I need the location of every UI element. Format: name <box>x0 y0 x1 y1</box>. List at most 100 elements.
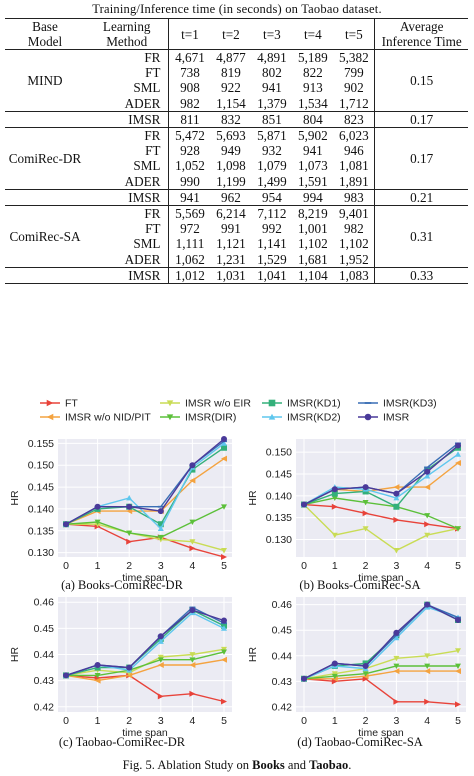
y-axis-label: HR <box>247 647 259 663</box>
legend-marker <box>166 414 174 421</box>
y-tick-label: 0.44 <box>272 650 293 662</box>
value-cell: 1,121 <box>216 236 246 252</box>
data-point <box>221 444 227 451</box>
x-tick-label: 1 <box>95 560 101 572</box>
series-line <box>303 603 459 680</box>
data-point <box>331 503 338 510</box>
data-point <box>157 693 164 700</box>
x-tick-label: 3 <box>158 560 164 572</box>
legend-item: IMSR <box>358 412 410 424</box>
x-tick-label: 1 <box>332 715 338 727</box>
data-point <box>424 513 431 519</box>
data-point <box>221 698 227 705</box>
data-point <box>221 625 227 631</box>
value-cell: 1,081 <box>339 158 369 174</box>
legend-label: IMSR w/o EIR <box>185 398 251 410</box>
data-point <box>331 490 338 497</box>
series <box>301 442 461 508</box>
figure-caption-books: Books <box>252 758 285 772</box>
data-point <box>94 519 101 526</box>
table-header-row: Base Model Learning Method t=1 t=2 t=3 t… <box>5 18 468 50</box>
value-cell: 851 <box>251 110 293 128</box>
chart-panel-4: 0.42 0.43 0.44 0.45 0.46 0 1 2 3 4 5 time span HR <box>247 597 466 739</box>
y-tick-label: 0.43 <box>272 676 293 688</box>
x-axis-label: time span <box>122 727 168 739</box>
x-tick-label: 3 <box>393 560 399 572</box>
series-line <box>303 445 459 506</box>
data-point <box>393 663 400 669</box>
data-point <box>393 668 400 675</box>
x-tick-label: 1 <box>95 715 101 727</box>
table-row: FT 928 949 932 941 946 <box>5 143 468 159</box>
y-tick-label: 0.145 <box>266 468 292 480</box>
data-point <box>189 661 196 668</box>
y-tick-label: 0.145 <box>28 482 54 494</box>
x-tick-label: 2 <box>126 715 132 727</box>
data-point <box>331 660 338 667</box>
x-tick-label: 1 <box>332 560 338 572</box>
chart-panel-3: 0.42 0.43 0.44 0.45 0.46 0 1 2 3 4 5 time span HR <box>9 597 232 739</box>
series-line <box>65 523 225 558</box>
y-axis-label: HR <box>247 490 259 506</box>
y-tick-label: 0.135 <box>266 512 292 524</box>
x-tick-label: 2 <box>363 715 369 727</box>
legend: FT IMSR w/o NID/PIT IMSR w/o EIR IMSR(DIR) I… <box>40 398 437 424</box>
data-point <box>221 656 227 663</box>
x-tick-label: 5 <box>221 560 227 572</box>
y-tick-label: 0.140 <box>28 503 54 515</box>
value-cell: 902 <box>343 80 364 96</box>
y-tick-label: 0.130 <box>266 534 292 546</box>
value-cell: 1,062 <box>175 251 205 267</box>
table-row: ADER 990 1,199 1,499 1,591 1,891 <box>5 173 468 190</box>
y-tick-label: 0.43 <box>34 675 55 687</box>
method-cell: ADER <box>84 173 170 190</box>
data-point <box>126 503 133 510</box>
header-t5: t=5 <box>333 18 375 50</box>
value-cell: 811 <box>168 110 211 128</box>
header-avg-l2: Inference Time <box>381 34 462 49</box>
data-point <box>455 526 461 532</box>
data-point <box>331 532 338 539</box>
imsr-row: IMSR 941 962 954 994 983 0.21 <box>5 188 468 206</box>
data-point <box>157 508 164 515</box>
value-cell: 5,902 <box>292 127 334 144</box>
data-point <box>393 634 400 641</box>
y-tick-label: 0.130 <box>28 547 54 559</box>
series-line <box>65 609 225 677</box>
legend-item: IMSR(KD2) <box>262 412 341 424</box>
value-cell: 6,023 <box>333 127 375 144</box>
value-cell: 1,952 <box>339 251 369 267</box>
base-model-cell: MIND <box>5 49 85 112</box>
value-cell: 6,214 <box>210 205 252 222</box>
legend-item: IMSR(KD1) <box>262 398 341 410</box>
series-line <box>303 503 459 530</box>
subfigure-caption: (b) Books-ComiRec-SA <box>299 578 420 592</box>
x-tick-label: 4 <box>424 715 430 727</box>
value-cell: 1,079 <box>257 158 287 174</box>
method-cell: IMSR <box>84 266 170 285</box>
data-point <box>424 468 431 475</box>
value-cell: 1,001 <box>298 221 328 237</box>
data-point <box>393 548 400 554</box>
data-point <box>393 503 400 510</box>
data-point <box>157 633 164 640</box>
data-point <box>221 617 227 624</box>
y-tick-label: 0.42 <box>272 701 293 713</box>
chart-panel-1: 0.130 0.135 0.140 0.145 0.150 0.155 0 1 2 3 4 5 time… <box>9 436 232 584</box>
x-tick-label: 4 <box>189 715 195 727</box>
data-point <box>221 504 227 510</box>
header-avg-inference: Average Inference Time <box>374 18 468 50</box>
value-cell: 4,671 <box>168 49 211 66</box>
x-tick-label: 2 <box>363 560 369 572</box>
data-point <box>424 653 431 659</box>
data-point <box>94 503 101 510</box>
value-cell: 1,098 <box>216 158 246 174</box>
data-point <box>362 526 369 532</box>
y-tick-label: 0.42 <box>34 701 55 713</box>
legend-marker <box>268 413 276 420</box>
method-cell: SML <box>84 236 170 252</box>
value-cell: 1,012 <box>168 266 211 285</box>
table-row: MIND FR 4,671 4,877 4,891 5,189 5,382 0.15 <box>5 49 468 112</box>
empty-cell <box>5 266 85 285</box>
value-cell: 832 <box>210 110 252 128</box>
